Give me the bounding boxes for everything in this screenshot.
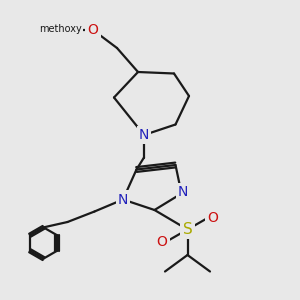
Text: O: O bbox=[88, 23, 98, 37]
Text: N: N bbox=[139, 128, 149, 142]
Text: N: N bbox=[178, 185, 188, 199]
Text: O: O bbox=[208, 211, 218, 224]
Text: S: S bbox=[183, 222, 192, 237]
Text: N: N bbox=[118, 193, 128, 206]
Text: O: O bbox=[157, 235, 167, 248]
Text: methoxy: methoxy bbox=[39, 23, 81, 34]
